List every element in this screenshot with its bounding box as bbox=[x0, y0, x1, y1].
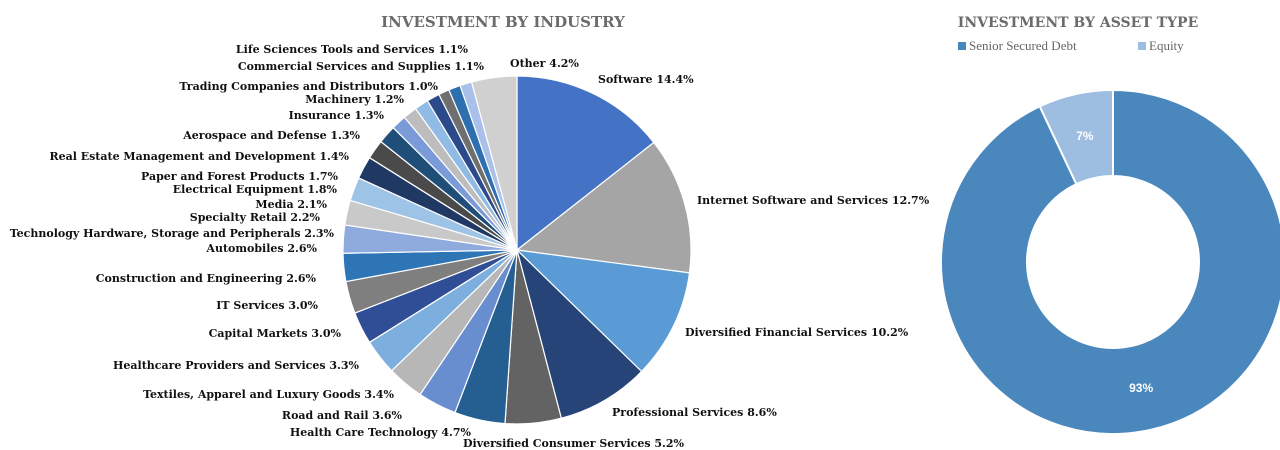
pie-label-media: Media 2.1% bbox=[255, 198, 327, 211]
pie-slice-internet-software-and-services bbox=[515, 141, 692, 274]
asset-chart-title: INVESTMENT BY ASSET TYPE bbox=[958, 15, 1198, 31]
donut-slice-equity bbox=[1038, 88, 1114, 186]
asset-legend: Senior Secured Debt Equity bbox=[958, 38, 1184, 53]
pie-label-diversified-financial-services: Diversified Financial Services 10.2% bbox=[685, 326, 909, 339]
pie-label-commercial-services-and-supplies: Commercial Services and Supplies 1.1% bbox=[238, 60, 485, 73]
donut-label-senior-secured-debt: 93% bbox=[1129, 381, 1153, 395]
industry-pie bbox=[342, 75, 692, 425]
pie-label-technology-hardware-storage-and-peripherals: Technology Hardware, Storage and Periphe… bbox=[10, 227, 335, 240]
pie-label-paper-and-forest-products: Paper and Forest Products 1.7% bbox=[141, 170, 339, 183]
pie-label-trading-companies-and-distributors: Trading Companies and Distributors 1.0% bbox=[179, 80, 438, 93]
pie-slice-professional-services bbox=[515, 248, 643, 419]
asset-donut bbox=[940, 88, 1280, 435]
pie-label-specialty-retail: Specialty Retail 2.2% bbox=[190, 211, 321, 224]
pie-slice-diversified-financial-services bbox=[515, 249, 691, 373]
pie-label-aerospace-and-defense: Aerospace and Defense 1.3% bbox=[182, 129, 360, 142]
pie-label-other: Other 4.2% bbox=[510, 57, 579, 70]
pie-label-textiles-apparel-and-luxury-goods: Textiles, Apparel and Luxury Goods 3.4% bbox=[143, 388, 394, 401]
pie-label-life-sciences-tools-and-services: Life Sciences Tools and Services 1.1% bbox=[236, 43, 469, 56]
pie-label-real-estate-management-and-development: Real Estate Management and Development 1… bbox=[49, 150, 349, 163]
pie-label-insurance: Insurance 1.3% bbox=[289, 109, 385, 122]
donut-label-equity: 7% bbox=[1076, 129, 1094, 143]
asset-donut-labels: 93% 7% bbox=[1076, 129, 1153, 395]
donut-slice-senior-secured-debt bbox=[940, 88, 1280, 435]
pie-label-machinery: Machinery 1.2% bbox=[305, 93, 404, 106]
legend-swatch-senior-secured-debt bbox=[958, 42, 966, 50]
pie-label-diversified-consumer-services: Diversified Consumer Services 5.2% bbox=[463, 437, 684, 450]
pie-label-internet-software-and-services: Internet Software and Services 12.7% bbox=[697, 194, 930, 207]
legend-swatch-equity bbox=[1138, 42, 1146, 50]
pie-label-software: Software 14.4% bbox=[598, 73, 694, 86]
pie-label-healthcare-providers-and-services: Healthcare Providers and Services 3.3% bbox=[113, 359, 360, 372]
pie-label-it-services: IT Services 3.0% bbox=[216, 299, 318, 312]
pie-label-automobiles: Automobiles 2.6% bbox=[205, 242, 317, 255]
pie-slice-software bbox=[516, 75, 655, 252]
pie-label-capital-markets: Capital Markets 3.0% bbox=[209, 327, 342, 340]
industry-pie-labels: Software 14.4% Internet Software and Serv… bbox=[10, 43, 930, 450]
pie-label-road-and-rail: Road and Rail 3.6% bbox=[282, 409, 403, 422]
pie-label-construction-and-engineering: Construction and Engineering 2.6% bbox=[96, 272, 317, 285]
pie-slice-other bbox=[470, 75, 518, 251]
pie-label-professional-services: Professional Services 8.6% bbox=[612, 406, 777, 419]
pie-label-health-care-technology: Health Care Technology 4.7% bbox=[290, 426, 472, 439]
legend-label-equity: Equity bbox=[1149, 38, 1184, 53]
industry-chart-title: INVESTMENT BY INDUSTRY bbox=[381, 13, 625, 31]
pie-label-electrical-equipment: Electrical Equipment 1.8% bbox=[173, 183, 338, 196]
legend-label-senior-secured-debt: Senior Secured Debt bbox=[969, 38, 1077, 53]
